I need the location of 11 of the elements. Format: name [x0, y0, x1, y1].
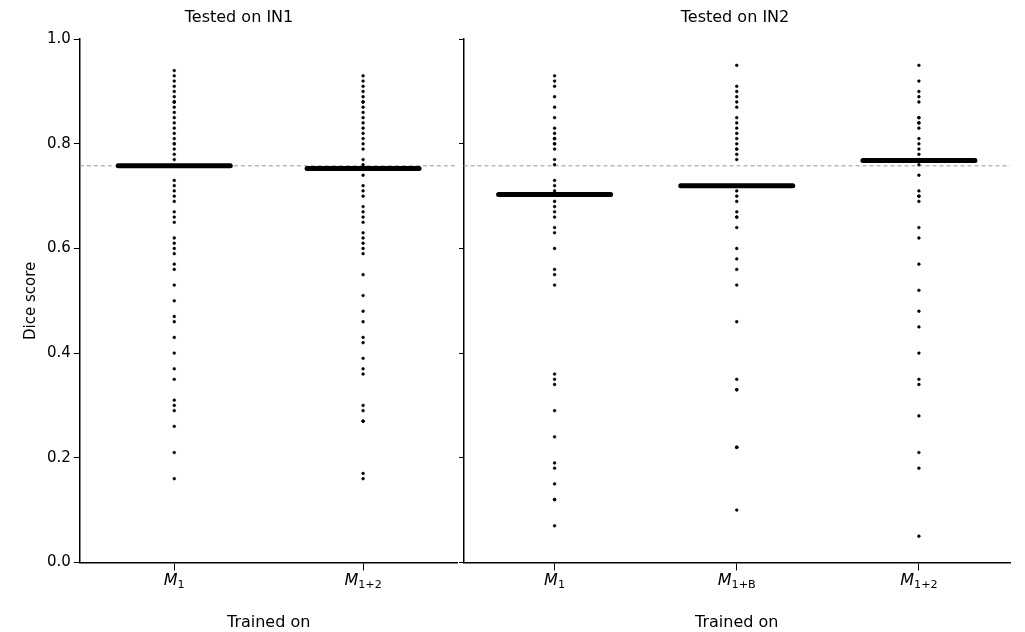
y-tick-label: 0.2	[47, 447, 71, 466]
x-axis-title: Trained on	[225, 611, 311, 631]
chart-title: Tested on IN2	[679, 6, 790, 26]
x-axis-title: Trained on	[694, 611, 779, 631]
y-tick-label: 0.0	[47, 552, 71, 571]
y-tick-label: 0.6	[47, 238, 71, 257]
y-tick-label: 0.8	[47, 133, 71, 152]
y-axis-title: Dice score	[20, 261, 39, 340]
chart-title: Tested on IN1	[183, 6, 294, 26]
y-tick-label: 1.0	[47, 29, 71, 48]
y-tick-label: 0.4	[47, 343, 71, 362]
